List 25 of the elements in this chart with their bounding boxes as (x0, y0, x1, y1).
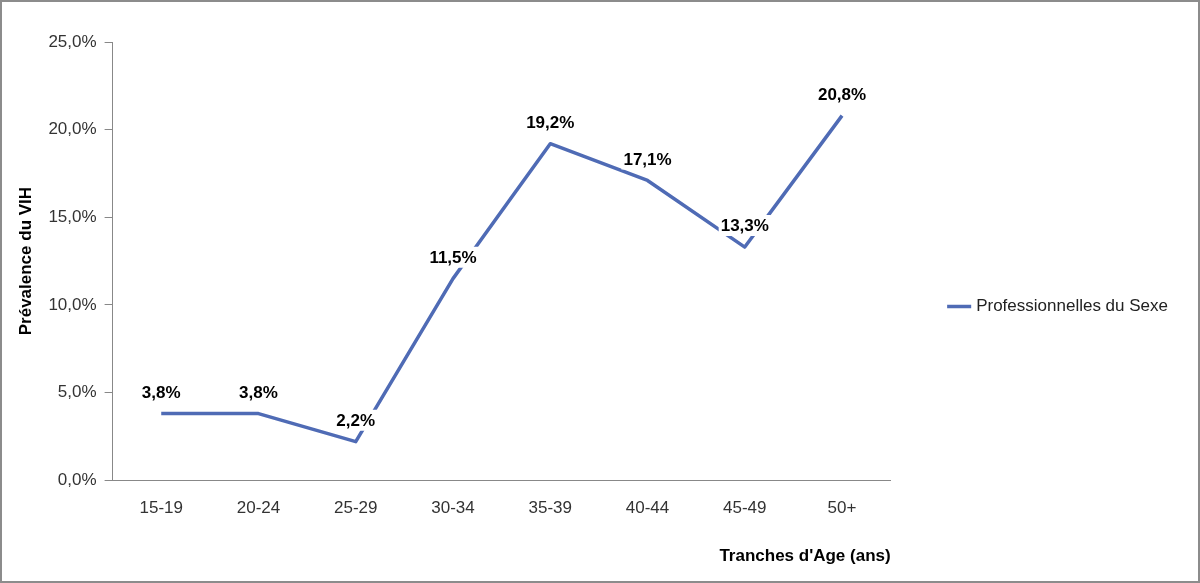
y-tick-label: 0,0% (57, 469, 97, 489)
data-label: 2,2% (336, 410, 376, 430)
y-tick-label: 5,0% (57, 382, 97, 402)
y-tick-label: 20,0% (48, 119, 97, 139)
data-label: 19,2% (526, 112, 575, 132)
x-tick-label: 20-24 (236, 498, 281, 518)
x-tick-label: 25-29 (334, 498, 378, 518)
x-axis-title: Tranches d'Age (ans) (719, 546, 891, 566)
legend-label: Professionnelles du Sexe (976, 296, 1168, 316)
y-axis-title: Prévalence du VIH (15, 186, 35, 336)
y-tick-label: 25,0% (48, 31, 97, 51)
x-tick-label: 45-49 (723, 498, 767, 518)
data-label: 17,1% (623, 149, 672, 169)
data-label: 3,8% (141, 382, 181, 402)
y-tick-label: 10,0% (48, 294, 97, 314)
x-tick-label: 30-34 (431, 498, 475, 518)
x-tick-label: 15-19 (139, 498, 183, 518)
x-tick-label: 50+ (827, 498, 857, 518)
data-label: 3,8% (239, 382, 278, 402)
data-label: 20,8% (817, 84, 867, 104)
x-tick-label: 40-44 (625, 498, 670, 518)
data-label: 11,5% (429, 247, 477, 267)
y-tick-label: 15,0% (48, 206, 97, 226)
x-tick-label: 35-39 (528, 498, 572, 518)
data-label: 13,3% (720, 216, 769, 236)
